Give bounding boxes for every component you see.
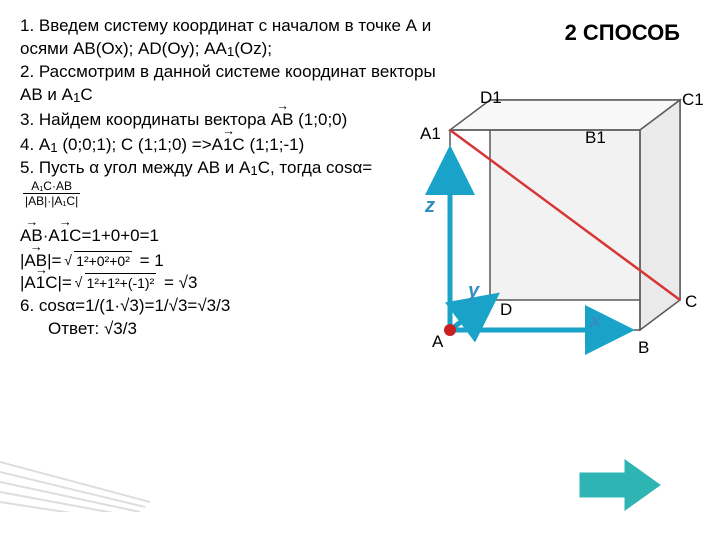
answer: Ответ: √3/3 [48, 318, 440, 341]
method-title: 2 СПОСОБ [565, 20, 680, 46]
mag-A1C: |А1С|= 1²+1²+(-1)² = √3 [20, 272, 440, 295]
t: 1²+1²+(-1)² [85, 273, 157, 293]
t: АВ [271, 110, 294, 129]
axis-label-y: y [468, 280, 479, 303]
vector-A1C: А1С [24, 272, 57, 295]
vector-A1C: А1С [212, 134, 245, 157]
vector-A1C: А1С [48, 225, 81, 248]
t: = √3 [159, 273, 197, 292]
vector-AB: АВ [271, 109, 294, 132]
sub: 1 [250, 163, 257, 178]
mag-AB: |АВ|= 1²+0²+0² = 1 [20, 250, 440, 273]
step-1-text: 1. Введем систему координат с началом в … [20, 16, 431, 58]
label-C: C [685, 292, 697, 312]
step-1-tail: (Оz); [234, 39, 272, 58]
t: 6. cosα=1/(1·√3)=1/√3=√3/3 [20, 296, 230, 315]
sub: 1 [73, 90, 80, 105]
label-A: A [432, 332, 443, 352]
t: Ответ: √3/3 [48, 319, 137, 338]
t: = 1 [135, 251, 164, 270]
t: 5. Пусть α угол между АВ и А [20, 158, 250, 177]
t: (1;1;-1) [245, 135, 305, 154]
fraction-num: A₁C·AB [23, 180, 80, 194]
label-B1: B1 [585, 128, 606, 148]
sub: 1 [50, 140, 57, 155]
step-6: 6. cosα=1/(1·√3)=1/√3=√3/3 [20, 295, 440, 318]
step-4: 4. А1 (0;0;1); С (1;1;0) =>А1С (1;1;-1) [20, 134, 440, 157]
step-1: 1. Введем систему координат с началом в … [20, 15, 440, 61]
origin-point [444, 324, 456, 336]
step-2: 2. Рассмотрим в данной системе координат… [20, 61, 440, 107]
cube-svg [410, 70, 710, 410]
label-B: B [638, 338, 649, 358]
fraction-den: |AB|·|A₁C| [23, 194, 80, 207]
t: 1²+0²+0² [74, 251, 132, 271]
step-2-tail: С [80, 85, 92, 104]
dot-product: АВ·А1С=1+0+0=1 [20, 225, 440, 248]
t: =1+0+0=1 [81, 226, 159, 245]
next-arrow-icon[interactable] [575, 455, 665, 515]
axis-label-x: x [590, 310, 601, 333]
label-D: D [500, 300, 512, 320]
sqrt-AB: 1²+0²+0² [66, 251, 135, 271]
label-A1: A1 [420, 124, 441, 144]
solution-text: 1. Введем систему координат с началом в … [20, 15, 440, 341]
step-5: 5. Пусть α угол между АВ и А1С, тогда co… [20, 157, 440, 207]
t: С, тогда cosα= [258, 158, 373, 177]
t: А1С [212, 135, 245, 154]
axis-y [450, 299, 492, 331]
cube-figure: A B C D A1 B1 C1 D1 x y z [410, 70, 710, 410]
t: (1;0;0) [293, 110, 347, 129]
axis-label-z: z [425, 195, 435, 218]
sqrt-A1C: 1²+1²+(-1)² [77, 273, 160, 293]
t: 4. А [20, 135, 50, 154]
cos-fraction: A₁C·AB |AB|·|A₁C| [20, 180, 83, 207]
sub: 1 [227, 44, 234, 59]
slide-root: 2 СПОСОБ 1. Введем систему координат с н… [0, 0, 720, 540]
t: А1С [48, 226, 81, 245]
corner-decoration [0, 452, 150, 512]
label-D1: D1 [480, 88, 502, 108]
t: А1С [24, 273, 57, 292]
t: (0;0;1); С (1;1;0) => [58, 135, 212, 154]
label-C1: C1 [682, 90, 704, 110]
